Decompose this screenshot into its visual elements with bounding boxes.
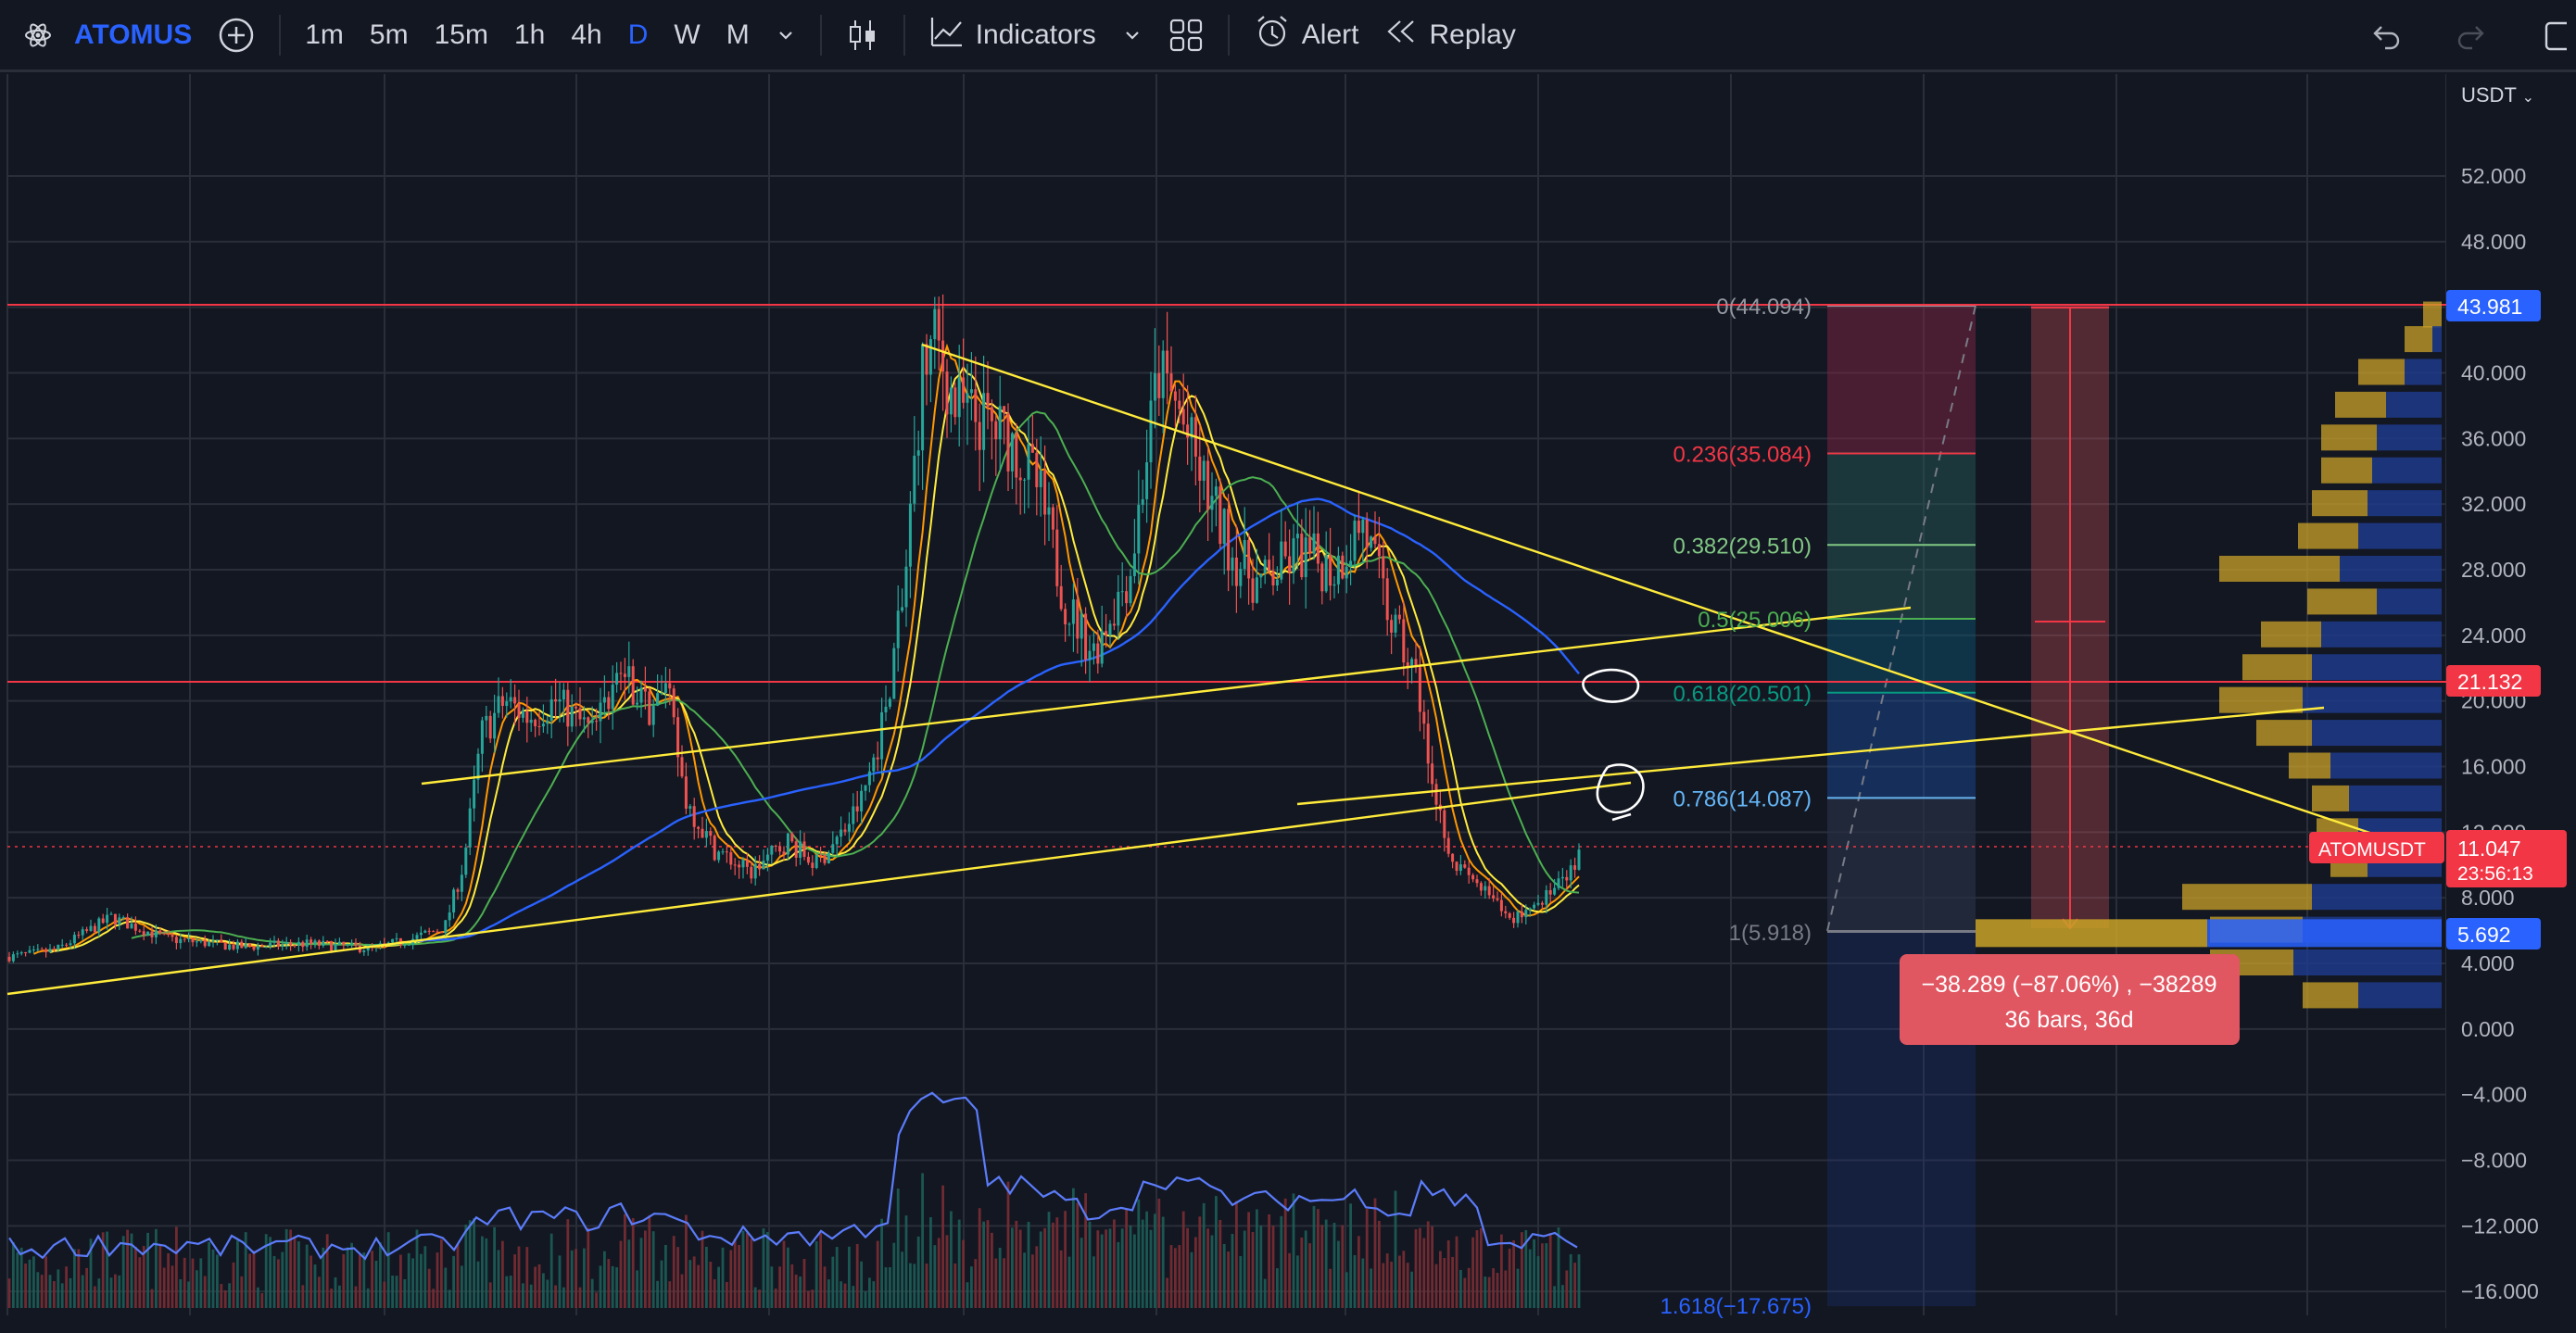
- price-tick: 24.000: [2461, 623, 2526, 648]
- price-tick: 40.000: [2461, 361, 2526, 385]
- horizontal-lines: [7, 304, 2446, 848]
- separator: [903, 14, 905, 56]
- timeframe-1m[interactable]: 1m: [305, 19, 344, 50]
- timeframe-4h[interactable]: 4h: [571, 19, 602, 50]
- volume-pane: [7, 1091, 1581, 1308]
- fib-label: 0.5(25.006): [1698, 608, 1812, 633]
- measure-delta: −38.289 (−87.06%) , −38289: [1921, 972, 2216, 998]
- timeframe-15m[interactable]: 15m: [434, 19, 488, 50]
- price-label-top: 43.981: [2457, 295, 2522, 319]
- fib-label: 1.618(−17.675): [1661, 1294, 1812, 1319]
- measure-zone: [1826, 305, 2109, 1306]
- price-tick: −12.000: [2461, 1214, 2539, 1238]
- annotations: [1582, 668, 1645, 822]
- chevron-down-icon[interactable]: [766, 7, 805, 63]
- chart-area[interactable]: 0(44.094) 0.236(35.084) 0.382(29.510) 0.5(2…: [0, 72, 2576, 1328]
- volume-profile: [1976, 301, 2442, 1009]
- timeframe-5m[interactable]: 5m: [369, 19, 409, 50]
- timeframe-d[interactable]: D: [627, 19, 649, 50]
- top-toolbar: ATOMUS 1m 5m 15m 1h 4h D W M Indicators …: [0, 0, 2576, 72]
- undo-icon[interactable]: [2359, 8, 2411, 64]
- price-tick: 36.000: [2461, 426, 2526, 450]
- fib-labels: 0(44.094) 0.236(35.084) 0.382(29.510) 0.5(2…: [1661, 295, 1812, 1319]
- alert-button[interactable]: Alert: [1244, 7, 1369, 63]
- price-tick: −4.000: [2461, 1083, 2527, 1107]
- price-tick: 4.000: [2461, 951, 2515, 975]
- alert-icon: [1254, 13, 1291, 57]
- candles-icon[interactable]: [837, 7, 889, 63]
- measure-bars: 36 bars, 36d: [2005, 1007, 2134, 1033]
- fib-label: 0(44.094): [1716, 295, 1812, 320]
- fib-label: 0.618(20.501): [1673, 682, 1812, 707]
- fib-label: 0.236(35.084): [1673, 443, 1812, 468]
- alert-label: Alert: [1301, 19, 1359, 50]
- indicators-label: Indicators: [975, 19, 1096, 50]
- indicators-icon: [929, 15, 965, 56]
- fullscreen-icon[interactable]: [2533, 8, 2576, 64]
- add-icon[interactable]: [208, 7, 264, 63]
- price-tick: 32.000: [2461, 492, 2526, 516]
- countdown-label: 23:56:13: [2457, 863, 2533, 885]
- atom-icon: [19, 7, 57, 63]
- price-tick: 48.000: [2461, 230, 2526, 254]
- fib-label: 0.786(14.087): [1673, 786, 1812, 811]
- price-tick: 52.000: [2461, 164, 2526, 188]
- replay-button[interactable]: Replay: [1375, 7, 1524, 63]
- separator: [279, 14, 282, 56]
- timeframe-w[interactable]: W: [674, 19, 701, 50]
- replay-icon: [1384, 18, 1418, 53]
- timeframe-1h[interactable]: 1h: [513, 19, 546, 50]
- price-tick: −16.000: [2461, 1279, 2539, 1303]
- price-tick: 16.000: [2461, 755, 2526, 779]
- separator: [819, 14, 822, 56]
- price-tick: 0.000: [2461, 1017, 2515, 1041]
- price-axis[interactable]: 52.000 48.000 40.000 36.000 32.000 28.000 24.0…: [2309, 74, 2576, 1328]
- chevron-down-icon[interactable]: [1113, 7, 1152, 63]
- trend-lines: [6, 343, 2401, 996]
- symbol-search-button[interactable]: ATOMUS: [74, 19, 193, 50]
- price-tick: 28.000: [2461, 558, 2526, 582]
- indicators-button[interactable]: Indicators: [920, 7, 1105, 63]
- fib-label: 0.382(29.510): [1673, 534, 1812, 559]
- price-tick: 8.000: [2461, 886, 2515, 910]
- fib-lines: [1827, 305, 1976, 934]
- layout-icon[interactable]: [1159, 7, 1213, 63]
- symbol-price-tag: ATOMUSDT: [2318, 839, 2426, 861]
- last-price-label: 11.047: [2457, 836, 2521, 861]
- currency-selector[interactable]: USDT ⌄: [2461, 83, 2534, 107]
- separator: [1227, 14, 1230, 56]
- replay-label: Replay: [1429, 19, 1516, 50]
- right-tools: [2355, 0, 2576, 72]
- price-label-mid: 21.132: [2457, 670, 2522, 694]
- measure-tooltip: −38.289 (−87.06%) , −38289 36 bars, 36d: [1900, 954, 2240, 1045]
- price-tick: −8.000: [2461, 1149, 2527, 1173]
- candlestick-series: [7, 294, 1581, 963]
- price-label-low: 5.692: [2457, 923, 2511, 947]
- chevron-down-icon: ⌄: [2521, 90, 2535, 106]
- currency-label: USDT: [2461, 83, 2517, 107]
- timeframe-m[interactable]: M: [726, 19, 750, 50]
- redo-icon[interactable]: [2446, 8, 2498, 64]
- fib-label: 1(5.918): [1729, 921, 1812, 946]
